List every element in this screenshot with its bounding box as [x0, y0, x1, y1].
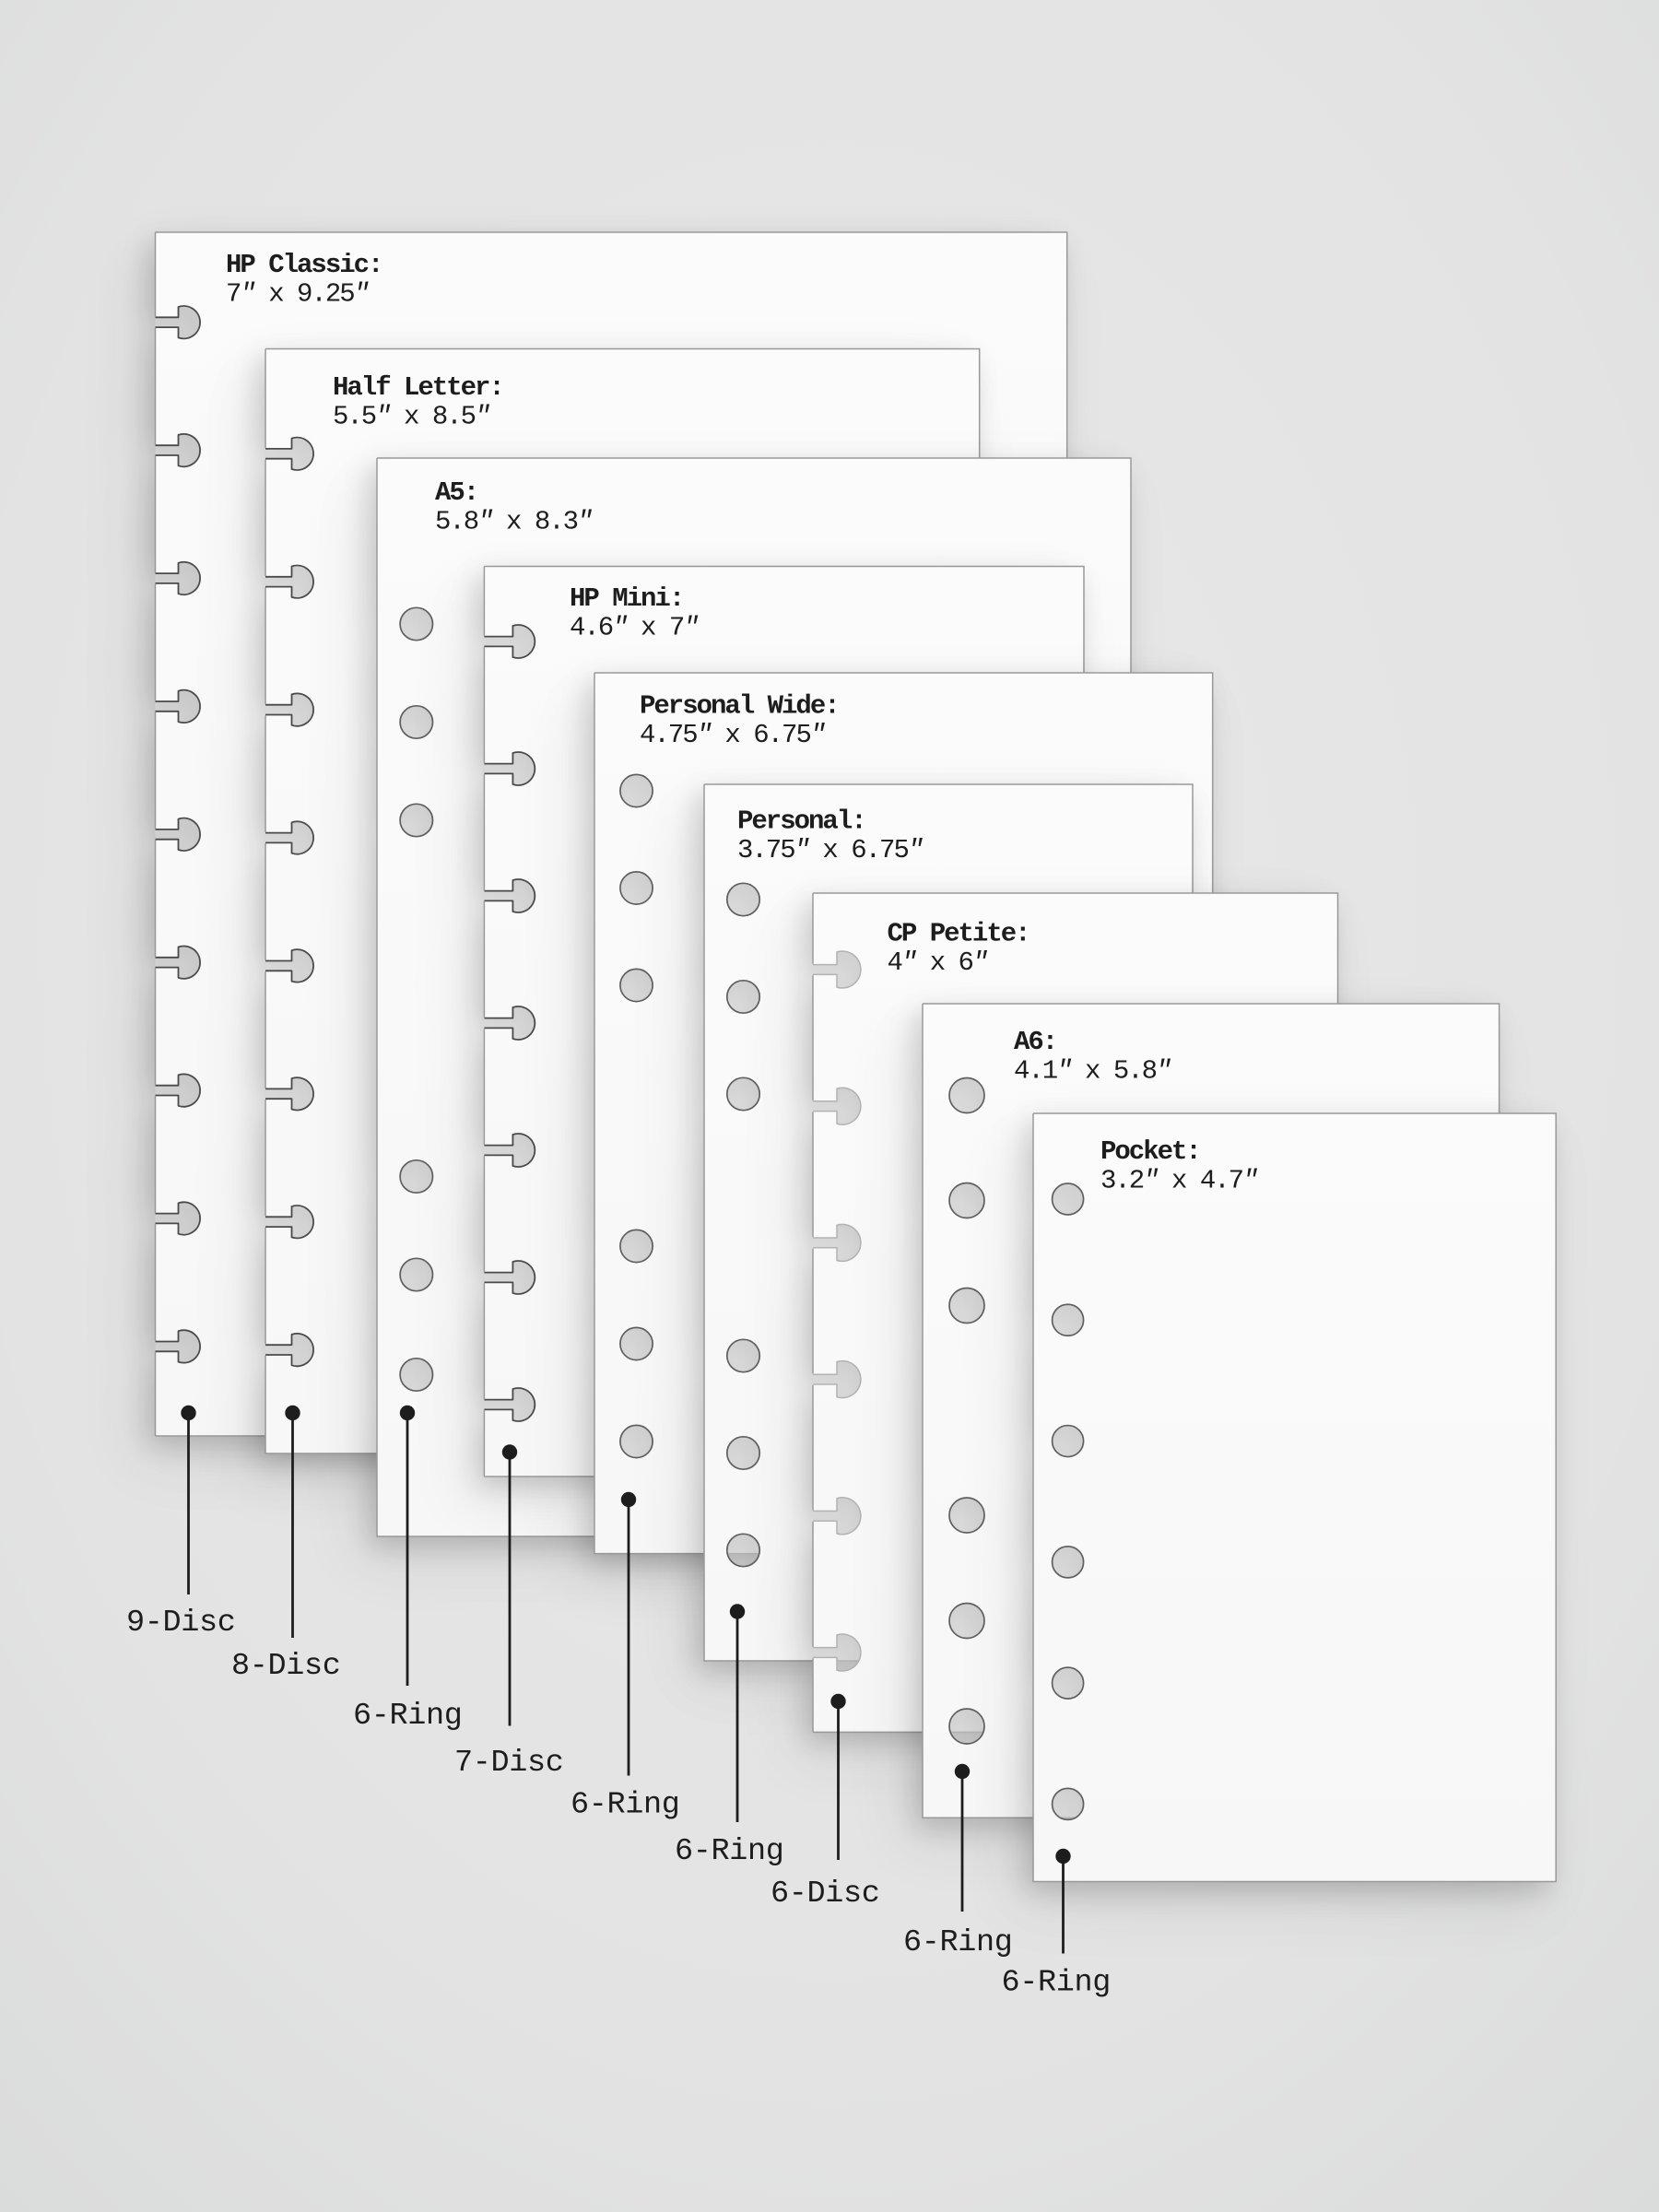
svg-text:4.6″ x 7″: 4.6″ x 7″: [570, 612, 699, 642]
svg-text:CP Petite:: CP Petite:: [888, 919, 1030, 949]
svg-text:6-Ring: 6-Ring: [353, 1699, 463, 1734]
svg-text:9-Disc: 9-Disc: [126, 1606, 236, 1641]
svg-text:Pocket:: Pocket:: [1100, 1136, 1200, 1167]
svg-text:3.75″ x 6.75″: 3.75″ x 6.75″: [737, 835, 924, 865]
svg-text:5.5″ x 8.5″: 5.5″ x 8.5″: [333, 401, 490, 431]
svg-text:4″ x 6″: 4″ x 6″: [888, 947, 988, 978]
svg-text:Personal Wide:: Personal Wide:: [640, 691, 839, 722]
svg-text:4.75″ x 6.75″: 4.75″ x 6.75″: [640, 720, 826, 750]
svg-text:4.1″ x 5.8″: 4.1″ x 5.8″: [1014, 1055, 1171, 1086]
svg-text:6-Ring: 6-Ring: [903, 1925, 1013, 1960]
svg-text:3.2″ x 4.7″: 3.2″ x 4.7″: [1100, 1165, 1258, 1195]
svg-text:HP Mini:: HP Mini:: [570, 583, 683, 614]
svg-text:A6:: A6:: [1014, 1027, 1056, 1057]
svg-text:5.8″ x 8.3″: 5.8″ x 8.3″: [435, 506, 593, 536]
svg-text:8-Disc: 8-Disc: [231, 1649, 341, 1684]
svg-text:7-Disc: 7-Disc: [454, 1746, 564, 1781]
svg-text:A5:: A5:: [435, 477, 477, 508]
svg-text:7″ x 9.25″: 7″ x 9.25″: [226, 278, 370, 309]
svg-text:Personal:: Personal:: [737, 806, 865, 837]
svg-text:6-Disc: 6-Disc: [771, 1877, 880, 1912]
svg-text:HP Classic:: HP Classic:: [226, 250, 382, 280]
svg-text:6-Ring: 6-Ring: [571, 1788, 680, 1823]
svg-text:6-Ring: 6-Ring: [1002, 1966, 1112, 2001]
svg-text:6-Ring: 6-Ring: [675, 1834, 784, 1869]
svg-text:Half Letter:: Half Letter:: [333, 372, 503, 403]
